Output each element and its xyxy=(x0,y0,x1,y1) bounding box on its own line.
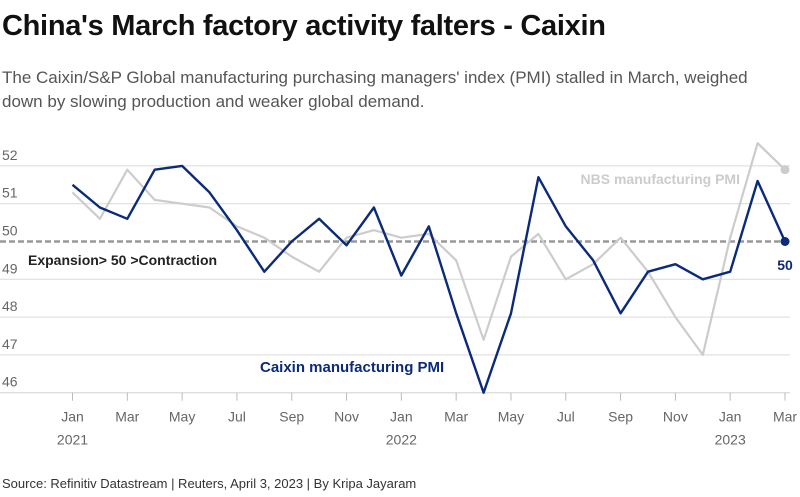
x-tick-label: Jul xyxy=(228,409,246,425)
x-tick-label: Sep xyxy=(279,409,304,425)
x-tick-label: Jan xyxy=(390,409,413,425)
caixin-last-point xyxy=(780,237,790,246)
threshold-label: Expansion> 50 >Contraction xyxy=(28,252,217,268)
x-tick-label: Jul xyxy=(557,409,575,425)
caixin-series-label: Caixin manufacturing PMI xyxy=(260,359,444,376)
chart-subtitle: The Caixin/S&P Global manufacturing purc… xyxy=(2,68,748,111)
last-value-label: 50 xyxy=(777,257,793,273)
x-tick-label: Mar xyxy=(444,409,468,425)
x-tick-label: May xyxy=(498,409,524,425)
x-tick-label: Mar xyxy=(773,409,797,425)
x-tick-year-label: 2021 xyxy=(57,432,88,448)
series-lines xyxy=(71,142,790,394)
nbs-series-line xyxy=(71,142,786,356)
y-tick-label: 52 xyxy=(2,147,18,163)
caixin-series-line xyxy=(71,164,787,394)
y-tick-label: 49 xyxy=(2,260,18,276)
chart-title: China's March factory activity falters -… xyxy=(2,10,606,42)
source-note: Source: Refinitiv Datastream | Reuters, … xyxy=(2,476,417,491)
nbs-series-label: NBS manufacturing PMI xyxy=(581,171,740,187)
nbs-last-point xyxy=(780,165,790,175)
x-tick-label: Nov xyxy=(663,409,688,425)
x-tick-label: Jan xyxy=(719,409,742,425)
x-tick-label: Mar xyxy=(115,409,139,425)
x-tick-label: Nov xyxy=(334,409,359,425)
x-axis: Jan 2021 Mar May Jul Sep Nov Jan 2022 Mar May Jul Se… xyxy=(57,392,797,448)
y-tick-label: 51 xyxy=(2,185,18,201)
x-tick-label: May xyxy=(169,409,195,425)
x-tick-label: Jan xyxy=(61,409,84,425)
gridlines xyxy=(0,165,790,394)
x-tick-year-label: 2022 xyxy=(386,432,417,448)
y-tick-label: 47 xyxy=(2,336,18,352)
x-tick-year-label: 2023 xyxy=(715,432,746,448)
y-tick-label: 50 xyxy=(2,223,18,239)
y-tick-label: 46 xyxy=(2,374,18,390)
y-axis: 46 47 48 49 50 51 52 xyxy=(2,147,18,390)
y-tick-label: 48 xyxy=(2,298,18,314)
x-tick-label: Sep xyxy=(608,409,633,425)
